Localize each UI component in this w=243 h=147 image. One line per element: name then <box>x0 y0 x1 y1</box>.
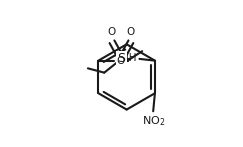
Text: O: O <box>116 56 125 66</box>
Text: NH: NH <box>121 53 137 63</box>
Text: O: O <box>108 27 116 37</box>
Text: NO$_2$: NO$_2$ <box>141 114 165 128</box>
Text: S: S <box>117 52 125 65</box>
Text: O: O <box>127 27 135 37</box>
